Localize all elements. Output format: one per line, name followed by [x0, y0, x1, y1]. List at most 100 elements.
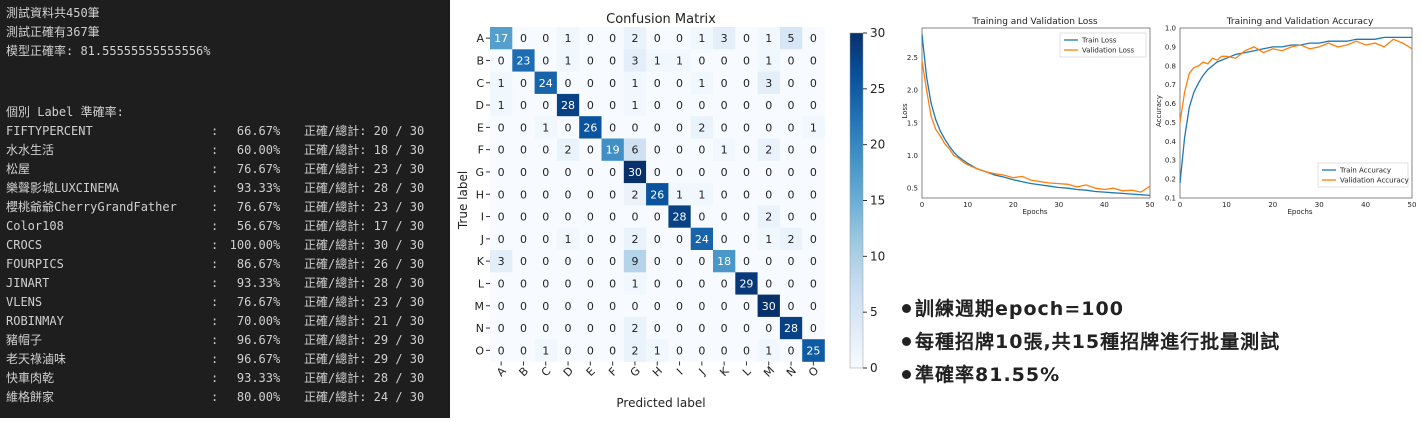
x-tick-label: H [650, 364, 665, 379]
matrix-cell-value: 0 [676, 277, 683, 290]
label-name: 松屋 [6, 162, 31, 176]
colorbar-tick-label: 10 [870, 249, 885, 263]
matrix-cell [713, 183, 736, 206]
label-accuracy-row: 老天祿滷味: 96.67% 正確/總計: 29 / 30 [6, 350, 446, 368]
matrix-cell [579, 294, 602, 318]
matrix-cell [690, 93, 714, 117]
matrix-cell [735, 183, 758, 206]
matrix-cell-value: 0 [810, 277, 817, 290]
matrix-cell [534, 93, 558, 117]
matrix-cell [646, 71, 669, 95]
matrix-cell-value: 0 [788, 255, 795, 268]
matrix-cell [668, 116, 691, 139]
y-tick-label: B [476, 54, 484, 67]
x-tick-label: O [806, 364, 822, 380]
matrix-cell [579, 227, 602, 251]
matrix-cell [646, 49, 669, 72]
label-separator: : [211, 371, 219, 385]
matrix-cell-value: 0 [743, 188, 750, 201]
matrix-cell-value: 1 [498, 99, 505, 112]
matrix-cell [579, 339, 602, 362]
matrix-cell [757, 272, 781, 295]
matrix-cell [690, 272, 714, 295]
matrix-cell-value: 0 [565, 344, 572, 357]
matrix-cell-value: 0 [654, 255, 661, 268]
matrix-cell-value: 0 [698, 300, 705, 313]
matrix-cell [713, 250, 736, 273]
matrix-cell [579, 49, 602, 72]
matrix-cell [534, 160, 558, 184]
matrix-cell-value: 0 [676, 166, 683, 179]
label-name: JINART [6, 276, 50, 290]
matrix-cell-value: 0 [654, 211, 661, 224]
y-tick-label: 0.9 [1165, 43, 1176, 51]
matrix-cell [668, 316, 691, 340]
matrix-cell-value: 1 [765, 32, 772, 45]
matrix-cell [802, 183, 825, 206]
label-percent: :100.00% [211, 236, 280, 254]
matrix-cell-value: 0 [676, 121, 683, 134]
matrix-cell [735, 316, 758, 340]
confusion-matrix-ylabel: True label [456, 171, 470, 230]
y-tick-label: 2.0 [907, 87, 918, 95]
matrix-cell-value: 0 [698, 255, 705, 268]
matrix-cell-value: 0 [631, 211, 638, 224]
matrix-cell [735, 294, 758, 318]
matrix-cell [735, 160, 758, 184]
matrix-cell-value: 19 [606, 144, 620, 157]
loss-chart-title: Training and Validation Loss [971, 17, 1098, 27]
matrix-cell [556, 49, 580, 72]
matrix-cell-value: 2 [788, 233, 795, 246]
matrix-cell-value: 0 [520, 233, 527, 246]
matrix-cell [534, 205, 558, 228]
matrix-cell [802, 205, 825, 228]
matrix-cell-value: 0 [810, 188, 817, 201]
matrix-cell-value: 0 [565, 255, 572, 268]
matrix-cell [802, 316, 825, 340]
confusion-matrix-figure: Confusion Matrix Predicted label True la… [455, 0, 895, 422]
matrix-cell-value: 0 [565, 211, 572, 224]
loss-chart: Training and Validation Loss Epochs Loss… [901, 17, 1154, 216]
matrix-cell-value: 0 [609, 166, 616, 179]
matrix-cell-value: 0 [698, 344, 705, 357]
y-tick-label: 1.5 [907, 119, 918, 127]
label-percent-value: 96.67% [236, 333, 281, 347]
y-tick-label: 0.4 [1165, 138, 1177, 146]
matrix-cell [623, 294, 647, 318]
matrix-cell-value: 0 [721, 77, 728, 90]
matrix-cell [646, 294, 669, 318]
accuracy-chart-ylabel: Accuracy [1155, 95, 1163, 127]
matrix-cell [668, 27, 691, 50]
matrix-cell-value: 9 [631, 255, 638, 268]
label-percent: : 60.00% [211, 141, 280, 159]
y-tick-label: F [478, 144, 484, 157]
matrix-cell-value: 0 [565, 322, 572, 335]
x-tick-label: F [606, 365, 620, 379]
matrix-cell-value: 0 [743, 322, 750, 335]
matrix-cell [690, 116, 714, 139]
matrix-cell-value: 28 [673, 211, 687, 224]
label-tally: 正確/總計: 28 / 30 [304, 276, 425, 290]
matrix-cell-value: 0 [788, 277, 795, 290]
matrix-cell [534, 250, 558, 273]
matrix-cell-value: 0 [520, 77, 527, 90]
matrix-cell [601, 183, 625, 206]
matrix-cell [579, 93, 602, 117]
matrix-cell-value: 0 [721, 166, 728, 179]
matrix-cell [713, 294, 736, 318]
matrix-cell-value: 0 [676, 32, 683, 45]
legend-box [1059, 32, 1147, 58]
matrix-cell [512, 250, 535, 273]
matrix-cell [757, 183, 781, 206]
label-separator: : [211, 352, 219, 366]
x-tick-label: 20 [1009, 201, 1018, 209]
matrix-cell-value: 0 [676, 344, 683, 357]
matrix-cell [713, 49, 736, 72]
matrix-cell-value: 0 [609, 300, 616, 313]
matrix-cell-value: 0 [587, 255, 594, 268]
matrix-cell-value: 0 [788, 121, 795, 134]
loss-chart-ylabel: Loss [901, 103, 909, 119]
matrix-cell-value: 0 [520, 32, 527, 45]
matrix-cell [512, 227, 535, 251]
label-percent-value: 66.67% [236, 124, 281, 138]
